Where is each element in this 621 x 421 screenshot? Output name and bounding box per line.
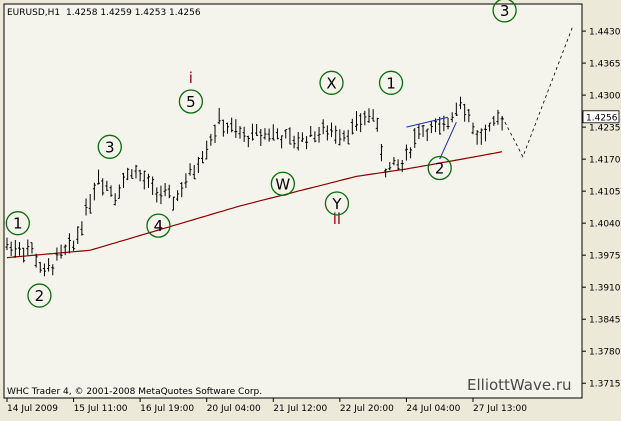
x-tick-label: 21 Jul 12:00 — [273, 404, 327, 414]
wave-label-circle — [97, 134, 122, 159]
watermark-text: ElliottWave.ru — [467, 376, 572, 394]
wave-label-circle — [27, 283, 52, 308]
wave-label-text: Y — [331, 195, 342, 213]
x-tick-label: 22 Jul 20:00 — [340, 404, 394, 414]
copyright-text: WHC Trader 4, © 2001-2008 MetaQuotes Sof… — [7, 387, 262, 397]
wave-label-circle — [5, 211, 30, 236]
wave-label-text: 1 — [13, 215, 23, 233]
wave-label-circle — [178, 89, 204, 114]
y-tick-label: 1.3845 — [589, 316, 621, 326]
y-tick-label: 1.3780 — [589, 348, 621, 358]
wave-label-circle — [324, 191, 350, 216]
wave-label-circle — [146, 213, 171, 238]
y-tick-label: 1.4040 — [589, 220, 621, 230]
y-tick-label: 1.3715 — [589, 380, 621, 390]
y-tick-label: 1.4235 — [589, 124, 621, 134]
x-tick-label: 20 Jul 04:00 — [207, 404, 261, 414]
moving-average-line — [6, 151, 503, 259]
wave-label-circle — [270, 171, 295, 196]
y-tick-label: 1.4430 — [589, 28, 621, 38]
wave-label-text: 1 — [386, 74, 396, 92]
current-price-label: 1.4256 — [586, 113, 618, 123]
y-tick-label: 1.3975 — [589, 252, 621, 262]
x-tick-label: 14 Jul 2009 — [7, 404, 58, 414]
wave-label-text: W — [275, 175, 290, 193]
x-tick-label: 27 Jul 13:00 — [473, 404, 527, 414]
x-tick-label: 24 Jul 04:00 — [406, 404, 460, 414]
x-tick-label: 16 Jul 19:00 — [140, 404, 194, 414]
y-tick-label: 1.4170 — [589, 156, 621, 166]
symbol-label: EURUSD,H1 — [7, 8, 60, 18]
trendline — [439, 121, 457, 160]
wave-label-text: 3 — [500, 2, 510, 20]
ohlc-readout: 1.4258 1.4259 1.4253 1.4256 — [66, 8, 201, 18]
wave-label-circle — [378, 70, 404, 95]
trendline — [406, 116, 449, 128]
wave-label-circle — [492, 0, 517, 23]
wave-label-text: 3 — [105, 138, 115, 156]
wave-label-text: 2 — [435, 160, 445, 178]
roman-wave-label: ii — [333, 210, 341, 228]
y-tick-label: 1.4365 — [589, 60, 621, 70]
roman-wave-label: i — [189, 69, 193, 87]
y-tick-label: 1.4300 — [589, 92, 621, 102]
projection-line — [501, 26, 574, 158]
wave-label-circle — [319, 70, 344, 95]
x-tick-label: 15 Jul 11:00 — [74, 404, 128, 414]
wave-label-text: X — [326, 74, 336, 92]
y-tick-label: 1.3910 — [589, 284, 621, 294]
current-price-box — [582, 110, 620, 124]
wave-label-circle — [427, 155, 452, 181]
y-tick-label: 1.4105 — [589, 188, 621, 198]
plot-area — [3, 3, 583, 399]
wave-label-text: 2 — [35, 287, 45, 305]
wave-label-text: 4 — [154, 217, 164, 235]
wave-label-text: 5 — [186, 93, 196, 111]
